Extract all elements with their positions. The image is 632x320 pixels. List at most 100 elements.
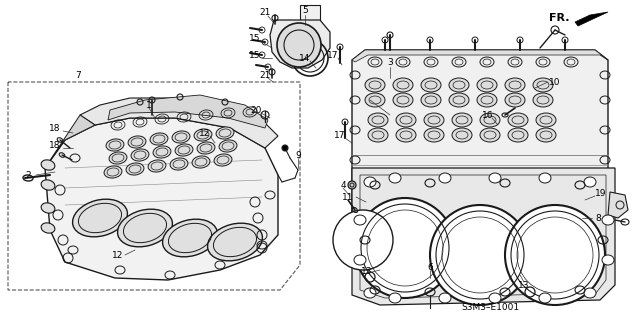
Ellipse shape <box>536 113 556 127</box>
Ellipse shape <box>73 199 128 237</box>
Ellipse shape <box>396 113 416 127</box>
Ellipse shape <box>214 154 232 166</box>
Text: 6: 6 <box>427 262 433 271</box>
Ellipse shape <box>508 113 528 127</box>
Ellipse shape <box>354 255 366 265</box>
Ellipse shape <box>505 78 525 92</box>
Ellipse shape <box>118 209 173 247</box>
Text: 5: 5 <box>302 5 308 14</box>
Ellipse shape <box>41 160 55 170</box>
Ellipse shape <box>162 219 217 257</box>
Text: 13: 13 <box>362 268 373 276</box>
Ellipse shape <box>539 293 551 303</box>
Ellipse shape <box>148 160 166 172</box>
Ellipse shape <box>396 128 416 142</box>
Polygon shape <box>270 20 330 68</box>
Ellipse shape <box>153 146 171 158</box>
Ellipse shape <box>365 78 385 92</box>
Ellipse shape <box>449 78 469 92</box>
Ellipse shape <box>536 128 556 142</box>
Ellipse shape <box>355 198 455 298</box>
Ellipse shape <box>424 128 444 142</box>
Text: FR.: FR. <box>549 13 570 23</box>
Ellipse shape <box>150 133 168 145</box>
Text: S3M3–E1001: S3M3–E1001 <box>461 303 519 313</box>
Ellipse shape <box>584 177 596 187</box>
Text: 20: 20 <box>250 106 262 115</box>
Text: 14: 14 <box>300 53 311 62</box>
Ellipse shape <box>505 93 525 107</box>
Ellipse shape <box>368 113 388 127</box>
Text: 4: 4 <box>340 180 346 189</box>
Text: 13: 13 <box>518 281 530 290</box>
Ellipse shape <box>128 136 146 148</box>
Polygon shape <box>80 98 278 148</box>
Ellipse shape <box>131 149 149 161</box>
Ellipse shape <box>393 93 413 107</box>
Ellipse shape <box>106 139 124 151</box>
Ellipse shape <box>439 293 451 303</box>
Ellipse shape <box>109 152 127 164</box>
Ellipse shape <box>194 129 212 141</box>
Ellipse shape <box>126 163 144 175</box>
Text: 10: 10 <box>549 77 561 86</box>
Ellipse shape <box>584 288 596 298</box>
Text: 12: 12 <box>199 129 210 138</box>
Ellipse shape <box>393 78 413 92</box>
Text: 12: 12 <box>112 251 124 260</box>
Ellipse shape <box>365 93 385 107</box>
Text: 8: 8 <box>595 213 601 222</box>
Ellipse shape <box>421 78 441 92</box>
Ellipse shape <box>192 156 210 168</box>
Text: 15: 15 <box>249 34 261 43</box>
Text: 11: 11 <box>343 193 354 202</box>
Ellipse shape <box>207 223 262 261</box>
Text: 9: 9 <box>295 150 301 159</box>
Text: 15: 15 <box>249 51 261 60</box>
Ellipse shape <box>449 93 469 107</box>
Text: 3: 3 <box>387 58 393 67</box>
Ellipse shape <box>175 144 193 156</box>
Ellipse shape <box>489 173 501 183</box>
Polygon shape <box>352 50 608 222</box>
Ellipse shape <box>354 215 366 225</box>
Text: 21: 21 <box>259 70 270 79</box>
Text: 1: 1 <box>146 100 152 109</box>
Ellipse shape <box>452 128 472 142</box>
Ellipse shape <box>602 215 614 225</box>
Polygon shape <box>352 168 615 305</box>
Text: 17: 17 <box>327 51 339 60</box>
Ellipse shape <box>364 288 376 298</box>
Ellipse shape <box>480 113 500 127</box>
Polygon shape <box>300 5 320 45</box>
Ellipse shape <box>533 93 553 107</box>
Ellipse shape <box>430 205 530 305</box>
Text: 7: 7 <box>75 70 81 79</box>
Ellipse shape <box>439 173 451 183</box>
Ellipse shape <box>539 173 551 183</box>
Ellipse shape <box>364 177 376 187</box>
Ellipse shape <box>389 293 401 303</box>
Ellipse shape <box>508 128 528 142</box>
Ellipse shape <box>282 145 288 151</box>
Ellipse shape <box>197 142 215 154</box>
Text: 18: 18 <box>49 124 61 132</box>
Ellipse shape <box>421 93 441 107</box>
Ellipse shape <box>216 127 234 139</box>
Text: 16: 16 <box>482 110 494 119</box>
Ellipse shape <box>41 180 55 190</box>
Ellipse shape <box>172 131 190 143</box>
Ellipse shape <box>277 23 321 67</box>
Ellipse shape <box>477 78 497 92</box>
Text: 19: 19 <box>595 188 607 197</box>
Ellipse shape <box>452 113 472 127</box>
Text: 21: 21 <box>259 7 270 17</box>
Ellipse shape <box>424 113 444 127</box>
Ellipse shape <box>505 205 605 305</box>
Ellipse shape <box>348 181 356 189</box>
Polygon shape <box>45 118 278 280</box>
Ellipse shape <box>480 128 500 142</box>
Polygon shape <box>575 12 608 26</box>
Text: 2: 2 <box>25 171 31 180</box>
Ellipse shape <box>389 173 401 183</box>
